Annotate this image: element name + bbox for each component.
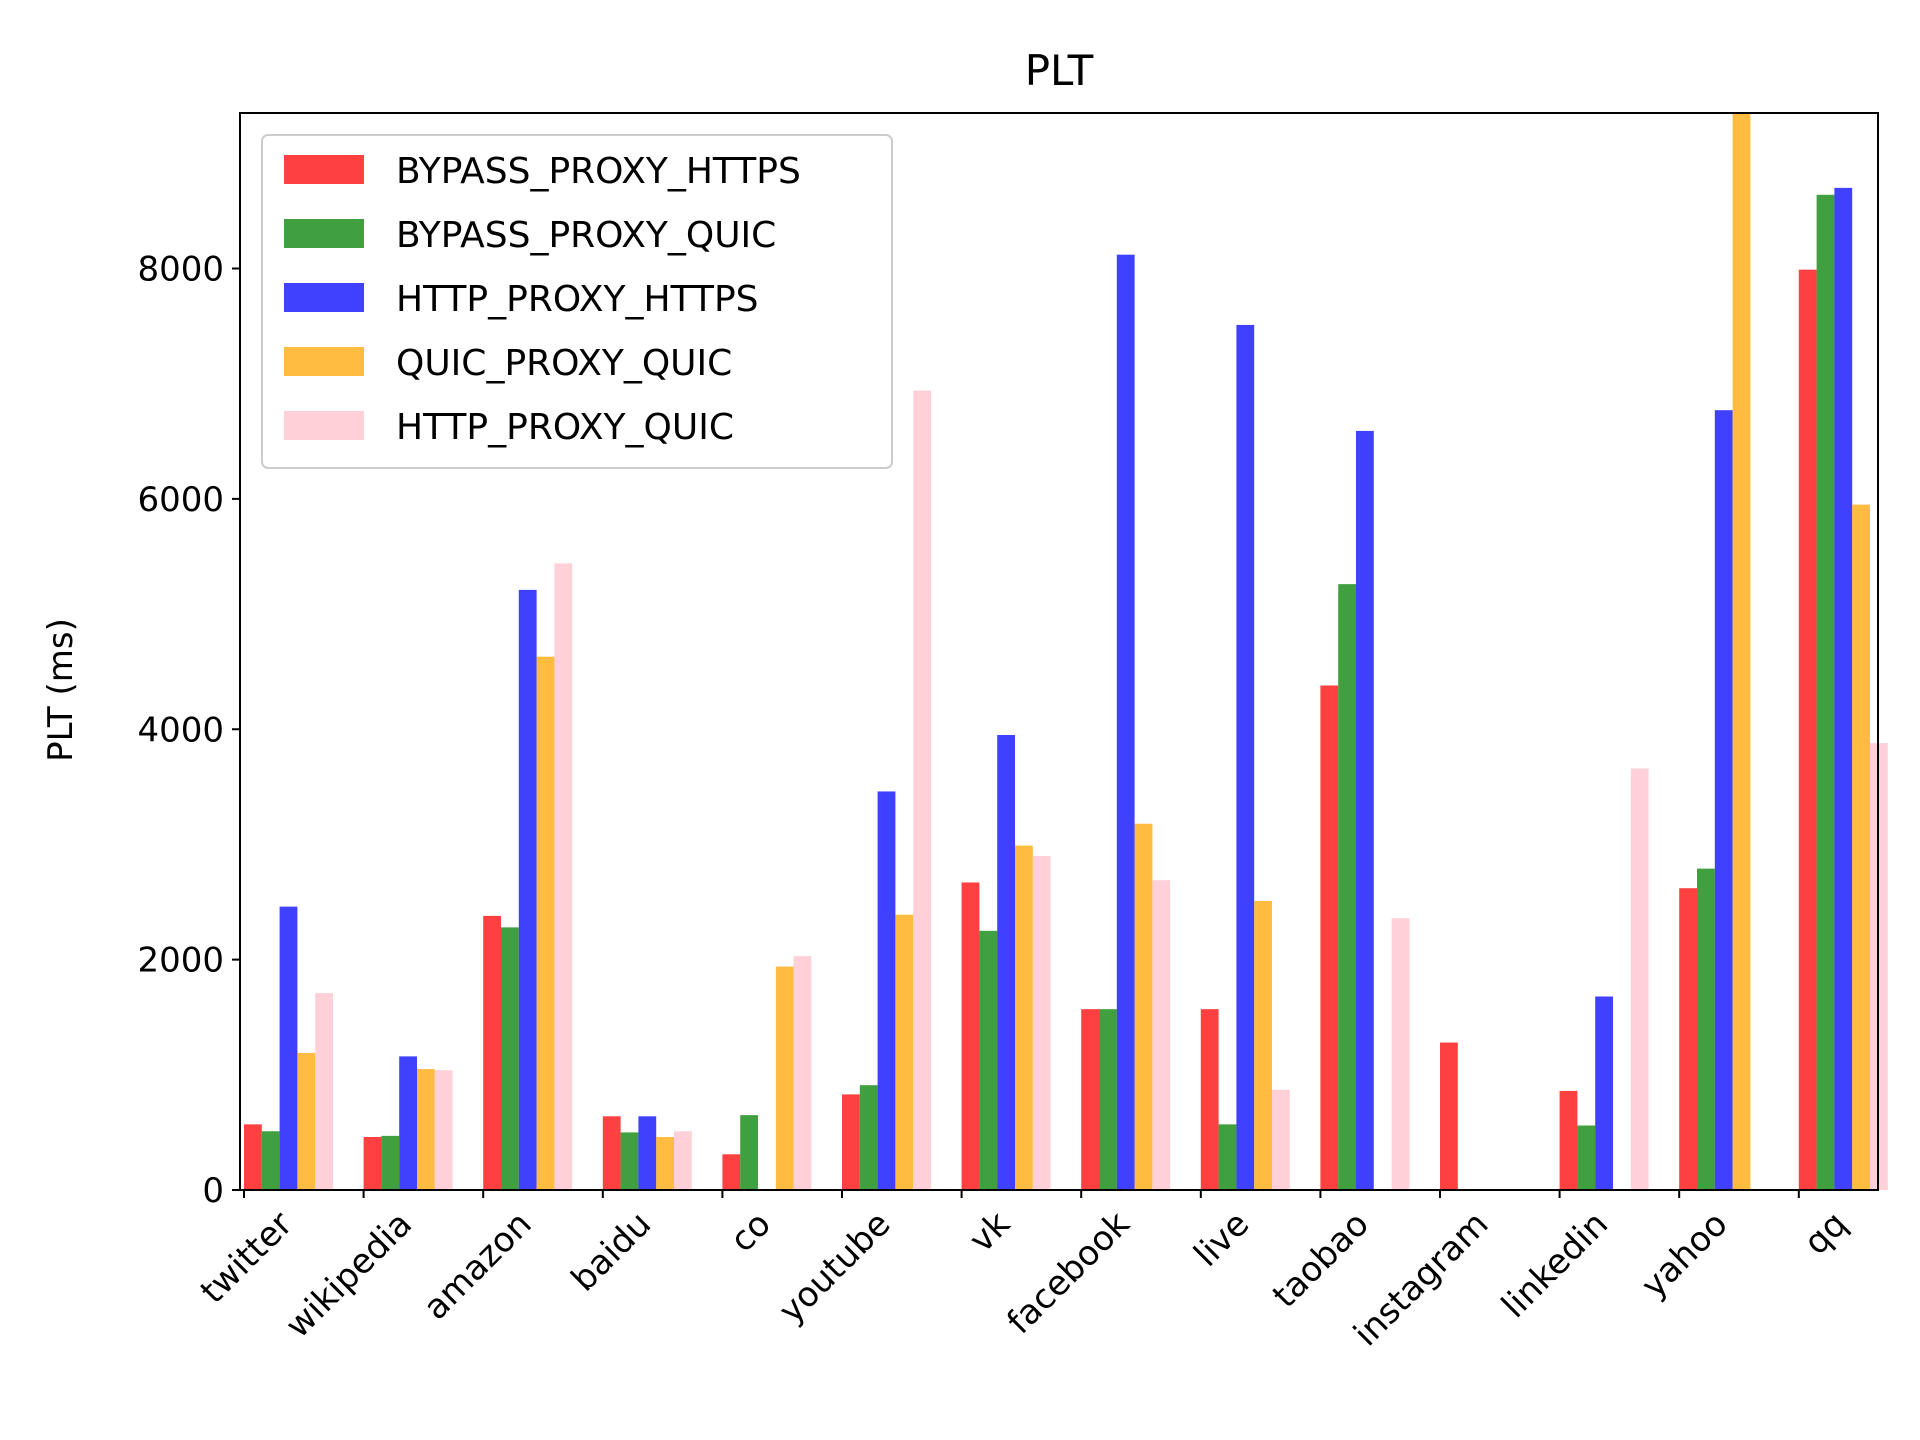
legend-swatch-quic-proxy-quic bbox=[284, 347, 364, 376]
bar-http-proxy-https-vk bbox=[997, 735, 1015, 1190]
bar-bypass-proxy-https-live bbox=[1200, 1009, 1219, 1190]
bar-bypass-proxy-https-facebook bbox=[1081, 1009, 1099, 1190]
bar-http-proxy-quic-amazon bbox=[554, 563, 573, 1190]
bar-bypass-proxy-https-youtube bbox=[842, 1094, 860, 1190]
bar-quic-proxy-quic-baidu bbox=[656, 1137, 674, 1190]
x-tick-label-qq: qq bbox=[1796, 1204, 1855, 1263]
legend-label: QUIC_PROXY_QUIC bbox=[396, 343, 732, 384]
bar-http-proxy-https-yahoo bbox=[1714, 410, 1733, 1191]
bar-bypass-proxy-https-qq bbox=[1798, 269, 1817, 1190]
legend-swatch-bypass-proxy-https bbox=[284, 155, 364, 184]
x-tick-label-taobao: taobao bbox=[1265, 1204, 1377, 1316]
y-axis-label: PLT (ms) bbox=[41, 618, 81, 762]
bar-bypass-proxy-quic-qq bbox=[1816, 194, 1835, 1190]
y-tick-label: 0 bbox=[202, 1171, 224, 1211]
bar-http-proxy-https-qq bbox=[1834, 187, 1853, 1191]
bar-bypass-proxy-https-wikipedia bbox=[363, 1137, 382, 1190]
bar-quic-proxy-quic-live bbox=[1254, 900, 1272, 1190]
bars-layer bbox=[244, 113, 1888, 1191]
legend-box bbox=[261, 134, 893, 469]
chart-title: PLT bbox=[1025, 46, 1094, 95]
bar-bypass-proxy-quic-facebook bbox=[1099, 1009, 1117, 1190]
x-tick-label-vk: vk bbox=[962, 1204, 1019, 1261]
x-tick-label-live: live bbox=[1186, 1204, 1257, 1275]
y-tick-label: 2000 bbox=[137, 941, 224, 981]
bar-bypass-proxy-https-taobao bbox=[1320, 685, 1339, 1190]
bar-http-proxy-https-twitter bbox=[279, 906, 298, 1190]
y-tick-label: 8000 bbox=[137, 250, 224, 290]
bar-quic-proxy-quic-vk bbox=[1015, 845, 1033, 1190]
legend-label: BYPASS_PROXY_HTTPS bbox=[396, 151, 801, 192]
x-tick-label-baidu: baidu bbox=[564, 1204, 659, 1299]
x-tick-label-twitter: twitter bbox=[193, 1204, 301, 1312]
bar-quic-proxy-quic-qq bbox=[1852, 504, 1870, 1190]
legend-swatch-http-proxy-https bbox=[284, 283, 364, 312]
bar-bypass-proxy-quic-co bbox=[740, 1115, 758, 1190]
bar-quic-proxy-quic-youtube bbox=[895, 914, 914, 1190]
legend-label: HTTP_PROXY_HTTPS bbox=[396, 279, 759, 320]
x-tick-label-yahoo: yahoo bbox=[1634, 1204, 1736, 1306]
bar-http-proxy-quic-vk bbox=[1032, 855, 1051, 1190]
legend-label: BYPASS_PROXY_QUIC bbox=[396, 215, 776, 256]
legend-label: HTTP_PROXY_QUIC bbox=[396, 407, 734, 448]
legend-swatch-http-proxy-quic bbox=[284, 411, 364, 440]
bar-bypass-proxy-quic-youtube bbox=[859, 1085, 878, 1190]
x-tick-label-linkedin: linkedin bbox=[1494, 1204, 1616, 1326]
y-axis: 0 2000 4000 6000 8000 bbox=[137, 250, 240, 1211]
x-tick-label-youtube: youtube bbox=[771, 1204, 898, 1331]
legend-swatch-bypass-proxy-quic bbox=[284, 219, 364, 248]
bar-http-proxy-quic-co bbox=[793, 956, 812, 1190]
bar-http-proxy-https-wikipedia bbox=[399, 1056, 417, 1190]
y-tick-label: 4000 bbox=[137, 710, 224, 750]
bar-quic-proxy-quic-amazon bbox=[536, 656, 555, 1190]
bar-http-proxy-quic-wikipedia bbox=[434, 1070, 453, 1190]
bar-http-proxy-quic-taobao bbox=[1391, 918, 1410, 1190]
bar-http-proxy-quic-twitter bbox=[315, 993, 333, 1190]
bar-bypass-proxy-quic-linkedin bbox=[1577, 1125, 1596, 1190]
bar-bypass-proxy-quic-taobao bbox=[1338, 584, 1356, 1190]
bar-http-proxy-https-live bbox=[1236, 324, 1255, 1190]
bar-quic-proxy-quic-co bbox=[775, 966, 794, 1190]
bar-bypass-proxy-quic-twitter bbox=[261, 1131, 280, 1190]
bar-bypass-proxy-https-linkedin bbox=[1559, 1090, 1578, 1190]
x-tick-label-amazon: amazon bbox=[416, 1204, 540, 1328]
bar-quic-proxy-quic-twitter bbox=[297, 1052, 316, 1190]
bar-bypass-proxy-quic-vk bbox=[979, 930, 998, 1190]
bar-quic-proxy-quic-yahoo bbox=[1732, 113, 1751, 1190]
x-tick-label-co: co bbox=[723, 1204, 779, 1260]
bar-http-proxy-https-youtube bbox=[877, 791, 896, 1190]
bar-quic-proxy-quic-wikipedia bbox=[417, 1069, 435, 1190]
bar-bypass-proxy-https-vk bbox=[961, 882, 980, 1190]
bar-http-proxy-quic-linkedin bbox=[1630, 768, 1649, 1190]
bar-http-proxy-https-amazon bbox=[518, 589, 537, 1190]
bar-http-proxy-https-linkedin bbox=[1595, 996, 1613, 1190]
bar-bypass-proxy-quic-amazon bbox=[501, 927, 519, 1190]
bar-bypass-proxy-https-twitter bbox=[244, 1124, 262, 1190]
plot-area-frame bbox=[239, 112, 1879, 1191]
x-tick-label-wikipedia: wikipedia bbox=[278, 1204, 420, 1346]
bar-bypass-proxy-https-baidu bbox=[602, 1116, 621, 1190]
bar-bypass-proxy-quic-baidu bbox=[620, 1132, 639, 1190]
bar-bypass-proxy-quic-yahoo bbox=[1697, 868, 1715, 1190]
bar-http-proxy-https-facebook bbox=[1116, 254, 1135, 1191]
bar-http-proxy-https-taobao bbox=[1356, 430, 1374, 1190]
bar-bypass-proxy-https-co bbox=[722, 1154, 741, 1190]
bar-bypass-proxy-https-amazon bbox=[483, 915, 501, 1190]
bar-quic-proxy-quic-facebook bbox=[1134, 823, 1153, 1190]
bar-http-proxy-quic-youtube bbox=[913, 390, 931, 1190]
bar-bypass-proxy-quic-live bbox=[1218, 1124, 1237, 1190]
bar-bypass-proxy-quic-wikipedia bbox=[381, 1135, 400, 1190]
y-tick-label: 6000 bbox=[137, 480, 224, 520]
x-tick-label-facebook: facebook bbox=[999, 1204, 1137, 1342]
bar-http-proxy-quic-baidu bbox=[674, 1131, 692, 1190]
bar-http-proxy-quic-live bbox=[1272, 1089, 1290, 1190]
bar-bypass-proxy-https-instagram bbox=[1440, 1042, 1458, 1190]
bar-http-proxy-quic-facebook bbox=[1152, 880, 1171, 1190]
legend: BYPASS_PROXY_HTTPS BYPASS_PROXY_QUIC HTTP_… bbox=[261, 134, 893, 469]
bar-http-proxy-https-baidu bbox=[638, 1116, 657, 1190]
bar-bypass-proxy-https-yahoo bbox=[1679, 888, 1697, 1190]
